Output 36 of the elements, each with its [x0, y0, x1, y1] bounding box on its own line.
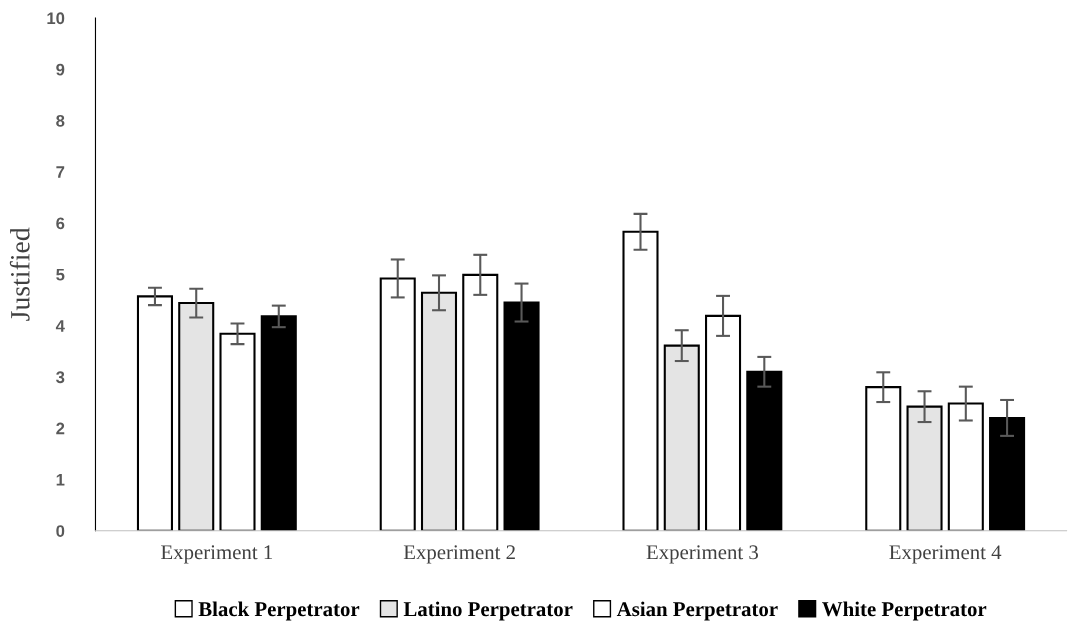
x-tick-label: Experiment 3: [646, 545, 758, 564]
bar: [503, 301, 540, 531]
bar: [178, 302, 215, 531]
legend-label: White Perpetrator: [822, 601, 987, 621]
bar: [260, 315, 297, 531]
y-tick-label: 9: [56, 63, 65, 76]
y-axis-title: Justified: [9, 227, 30, 321]
bar: [622, 230, 659, 531]
bar: [705, 314, 742, 531]
bar: [663, 344, 700, 531]
bar: [989, 416, 1026, 531]
bar: [746, 370, 783, 531]
bar: [420, 291, 458, 531]
bar: [865, 386, 902, 531]
x-tick-label: Experiment 2: [403, 545, 515, 564]
x-tick-label: Experiment 4: [889, 545, 1002, 564]
y-tick-label: 8: [56, 114, 65, 127]
y-tick-label: 2: [56, 422, 65, 435]
y-tick-label: 3: [56, 371, 65, 384]
y-tick-label: 1: [56, 474, 65, 486]
legend-label: Latino Perpetrator: [403, 601, 573, 621]
bar: [906, 405, 943, 531]
bar: [947, 402, 984, 531]
y-tick-label: 7: [56, 166, 65, 178]
y-tick-label: 5: [56, 268, 65, 281]
legend-label: Black Perpetrator: [198, 601, 360, 621]
bar: [462, 273, 499, 531]
y-tick-label: 4: [55, 320, 65, 332]
bar: [379, 277, 416, 531]
bar: [136, 295, 173, 531]
y-tick-label: 0: [56, 525, 65, 537]
legend-label: Asian Perpetrator: [616, 601, 778, 621]
y-tick-label: 10: [47, 12, 65, 25]
bar: [219, 332, 256, 531]
y-tick-label: 6: [56, 217, 65, 230]
x-tick-label: Experiment 1: [161, 545, 273, 564]
